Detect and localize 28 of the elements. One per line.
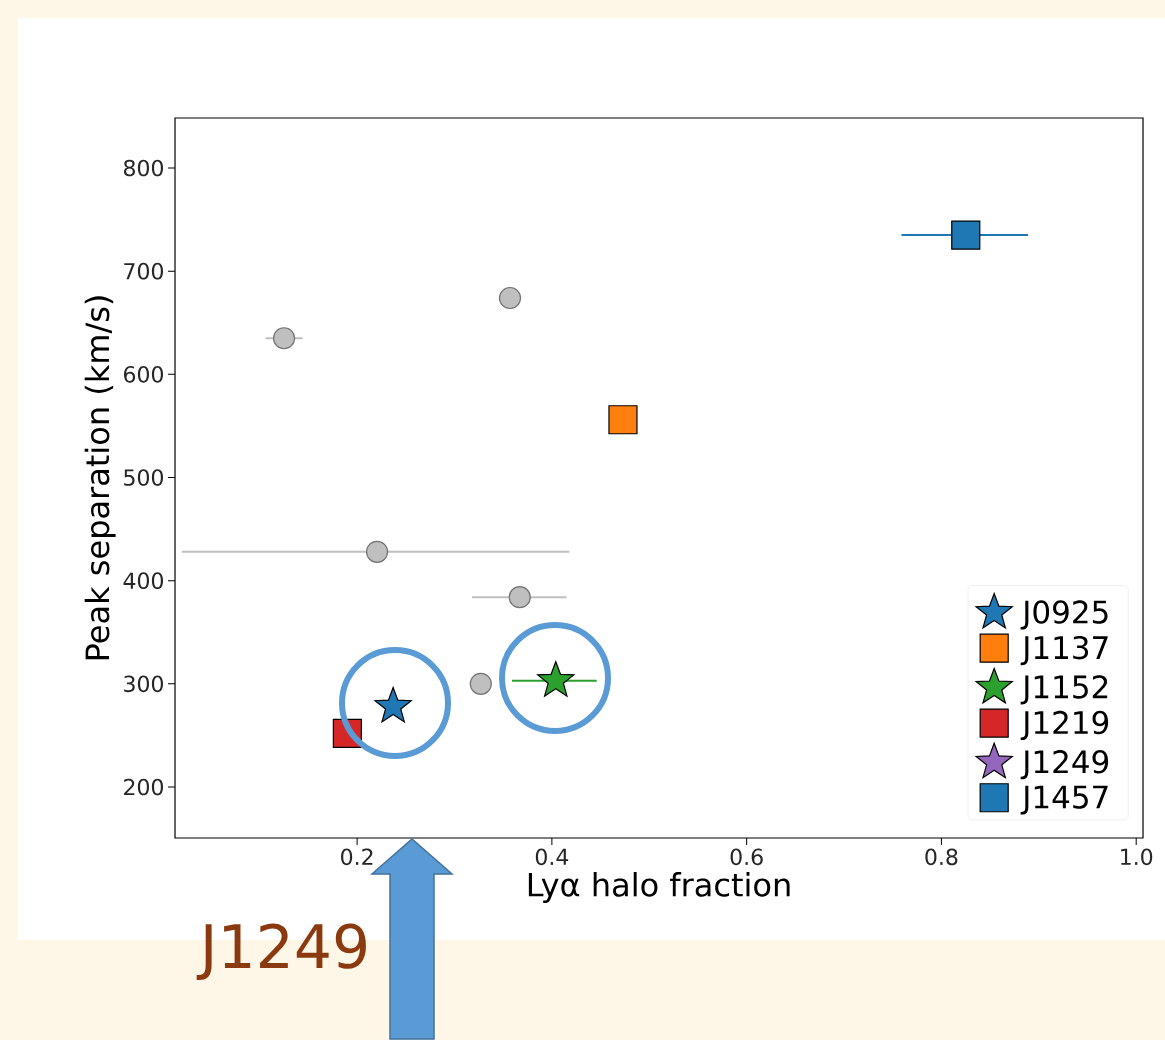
x-tick-label: 0.4 [535,848,569,866]
y-tick-label: 200 [124,778,163,796]
legend-label: J1219 [1020,710,1109,741]
y-tick-label: 700 [124,262,163,280]
legend-label: J1249 [1020,750,1109,780]
point [608,405,638,435]
y-tick-label: 500 [124,469,163,486]
legend-label: J0925 [1020,600,1108,630]
legend-label: J1137 [1020,635,1108,666]
y-tick-label: 300 [124,675,163,693]
point [951,220,981,250]
x-tick-label: 0.6 [730,848,763,866]
y-tick-label: 800 [123,159,163,177]
legend-label: J1152 [1020,675,1108,705]
point [469,672,492,695]
y-tick-label: 400 [123,572,163,590]
legend-label: J1457 [1020,785,1108,815]
x-tick-label: 0.8 [925,848,958,866]
x-tick-label: 0.2 [341,848,373,866]
x-tick-label: 1.0 [1121,848,1153,866]
y-tick-label: 600 [124,366,163,383]
point [498,286,522,310]
text: J1249 [196,923,366,980]
y-axis-title: Peak separation (km/s) [84,296,116,660]
point [365,540,389,563]
x-axis-title: Lyα halo fraction [528,872,790,903]
point [272,327,296,350]
point [508,586,531,609]
